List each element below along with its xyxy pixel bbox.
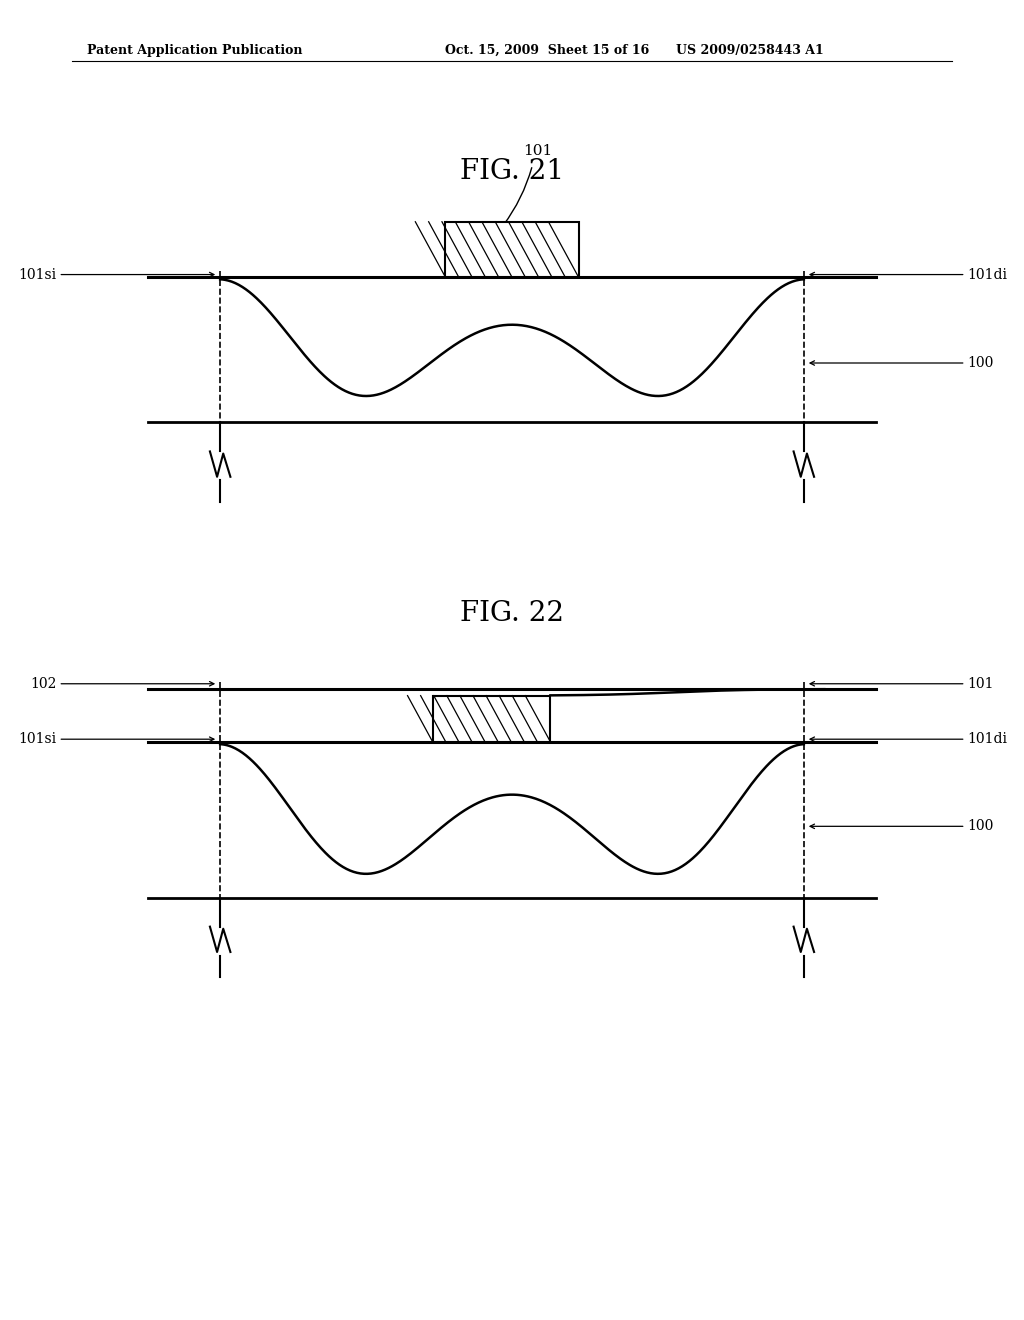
Text: 101di: 101di (968, 733, 1008, 746)
Text: 101di: 101di (968, 268, 1008, 281)
Text: 101si: 101si (18, 733, 56, 746)
Text: FIG. 22: FIG. 22 (460, 601, 564, 627)
Bar (445, 222, 579, 277)
Text: 101: 101 (523, 144, 552, 158)
Text: Oct. 15, 2009  Sheet 15 of 16: Oct. 15, 2009 Sheet 15 of 16 (445, 44, 649, 57)
Text: 102: 102 (30, 677, 56, 690)
Text: 101si: 101si (18, 268, 56, 281)
Text: 100: 100 (968, 356, 994, 370)
Text: 101: 101 (968, 677, 994, 690)
Text: Patent Application Publication: Patent Application Publication (87, 44, 302, 57)
Bar (432, 696, 551, 742)
Text: FIG. 21: FIG. 21 (460, 158, 564, 185)
Text: 100: 100 (968, 820, 994, 833)
Text: US 2009/0258443 A1: US 2009/0258443 A1 (676, 44, 823, 57)
